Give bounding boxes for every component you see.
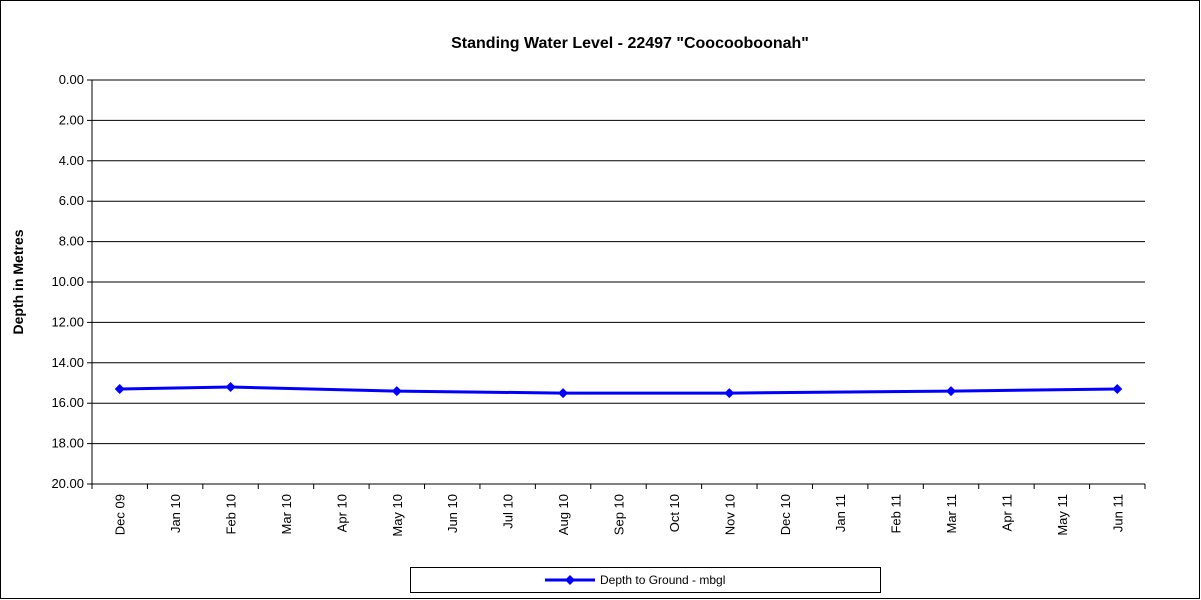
line-segment xyxy=(119,385,231,391)
x-tick-label: Jul 10 xyxy=(501,494,516,529)
y-tick-label: 2.00 xyxy=(59,112,84,127)
y-tick-label: 10.00 xyxy=(51,274,84,289)
y-tick-label: 20.00 xyxy=(51,476,84,491)
chart-title: Standing Water Level - 22497 "Coocooboon… xyxy=(451,35,809,52)
x-tick-label: May 10 xyxy=(390,494,405,537)
x-tick-label: Jan 10 xyxy=(168,494,183,533)
x-tick-label: Nov 10 xyxy=(722,494,737,535)
x-tick-label: Jan 11 xyxy=(833,494,848,532)
y-tick-label: 12.00 xyxy=(51,314,84,329)
legend-label: Depth to Ground - mbgl xyxy=(600,573,725,587)
x-tick-label: Mar 10 xyxy=(279,494,294,534)
data-point xyxy=(225,382,236,393)
x-tick-label: Feb 11 xyxy=(889,494,904,534)
data-point xyxy=(1112,384,1123,395)
x-tick-label: Dec 09 xyxy=(113,494,128,535)
line-segment xyxy=(951,387,1118,393)
y-tick-label: 4.00 xyxy=(59,153,84,168)
x-tick-label: May 11 xyxy=(1055,494,1070,536)
line-segment xyxy=(729,389,952,395)
x-tick-label: Apr 11 xyxy=(999,494,1014,531)
data-point xyxy=(391,386,402,397)
legend-box xyxy=(410,567,881,593)
line-segment xyxy=(230,385,397,393)
data-point xyxy=(946,386,957,397)
y-tick-label: 14.00 xyxy=(51,355,84,370)
x-tick-label: Dec 10 xyxy=(778,494,793,535)
x-tick-label: Oct 10 xyxy=(667,494,682,532)
y-tick-label: 6.00 xyxy=(59,193,84,208)
x-tick-label: Apr 10 xyxy=(334,494,349,532)
x-tick-label: Aug 10 xyxy=(556,494,571,535)
y-tick-label: 16.00 xyxy=(51,395,84,410)
x-tick-label: Mar 11 xyxy=(944,494,959,534)
y-axis-label: Depth in Metres xyxy=(10,229,26,334)
x-tick-label: Jun 10 xyxy=(445,494,460,533)
line-segment xyxy=(396,389,564,395)
data-point xyxy=(724,388,735,399)
data-point xyxy=(558,388,569,399)
x-tick-label: Feb 10 xyxy=(224,494,239,534)
data-point xyxy=(114,384,125,395)
y-tick-label: 18.00 xyxy=(51,436,84,451)
x-tick-label: Sep 10 xyxy=(612,494,627,535)
legend-marker xyxy=(565,575,575,585)
x-tick-label: Jun 11 xyxy=(1110,494,1125,532)
y-tick-label: 0.00 xyxy=(59,72,84,87)
y-tick-label: 8.00 xyxy=(59,234,84,249)
